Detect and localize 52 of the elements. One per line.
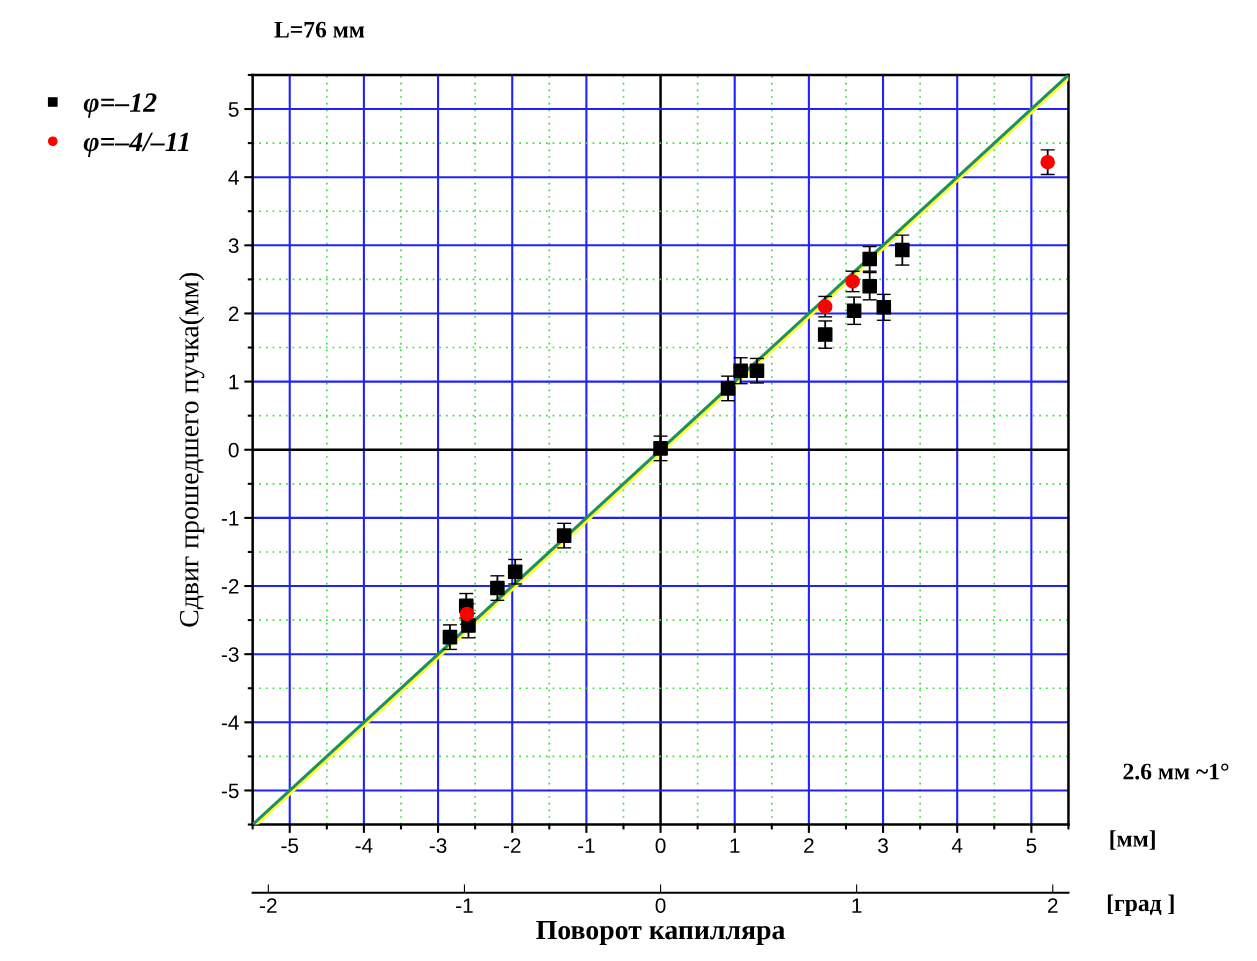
x-tick-label: 5	[1026, 838, 1037, 854]
y-tick-label: 1	[229, 374, 239, 390]
point	[720, 381, 736, 396]
x2-tick-label: 1	[852, 898, 862, 913]
x-tick-label: -4	[355, 838, 373, 853]
x-tick-label: 2	[804, 838, 814, 853]
x2-tick-label: 0	[655, 898, 666, 913]
x2-tick-label: -1	[456, 898, 473, 913]
x-tick-label: 4	[951, 838, 963, 853]
point	[845, 274, 860, 289]
y-tick-label: -3	[221, 647, 239, 662]
point	[749, 363, 765, 378]
y-axis-title: Сдвиг прошедшего пучка(мм)	[179, 272, 205, 627]
y-tick-label: 5	[228, 102, 239, 117]
x-tick-label: 1	[730, 838, 740, 853]
y-tick-label: 4	[228, 170, 239, 185]
text: 2.6 мм ~1°	[1123, 763, 1229, 780]
x-tick-label: -2	[503, 838, 521, 853]
text: [мм]	[1110, 830, 1155, 850]
text: [град ]	[1107, 894, 1174, 916]
point	[817, 299, 833, 314]
point	[1040, 154, 1055, 170]
x2-tick-label: 2	[1048, 898, 1058, 913]
point	[846, 303, 862, 319]
point	[862, 278, 877, 294]
x-tick-label: -1	[578, 838, 595, 853]
point	[556, 528, 572, 543]
point	[817, 327, 833, 342]
point	[733, 363, 748, 378]
x-axis-title: Поворот капилляра	[536, 920, 785, 946]
chart-title: L=76 мм	[274, 21, 365, 38]
point	[876, 300, 892, 315]
x-tick-label: 0	[655, 838, 666, 854]
x-tick-label: -5	[281, 838, 299, 854]
y-tick-label: -2	[221, 579, 239, 594]
point	[490, 580, 505, 596]
y-tick-label: -4	[221, 715, 239, 730]
y-tick-label: 0	[228, 442, 239, 458]
legend-label: φ=–4/–11	[83, 132, 189, 157]
point	[895, 242, 910, 258]
y-tick-label: -5	[221, 783, 239, 799]
point	[653, 441, 668, 456]
point	[442, 629, 458, 645]
y-tick-label: -1	[221, 511, 239, 526]
point	[862, 251, 877, 267]
x-tick-label: 3	[878, 838, 888, 854]
x2-tick-label: -2	[260, 898, 277, 913]
point	[507, 564, 523, 580]
y-tick-label: 3	[228, 238, 239, 254]
x-tick-label: -3	[429, 838, 447, 854]
legend-label: φ=–12	[83, 93, 157, 118]
y-tick-label: 2	[228, 306, 239, 322]
